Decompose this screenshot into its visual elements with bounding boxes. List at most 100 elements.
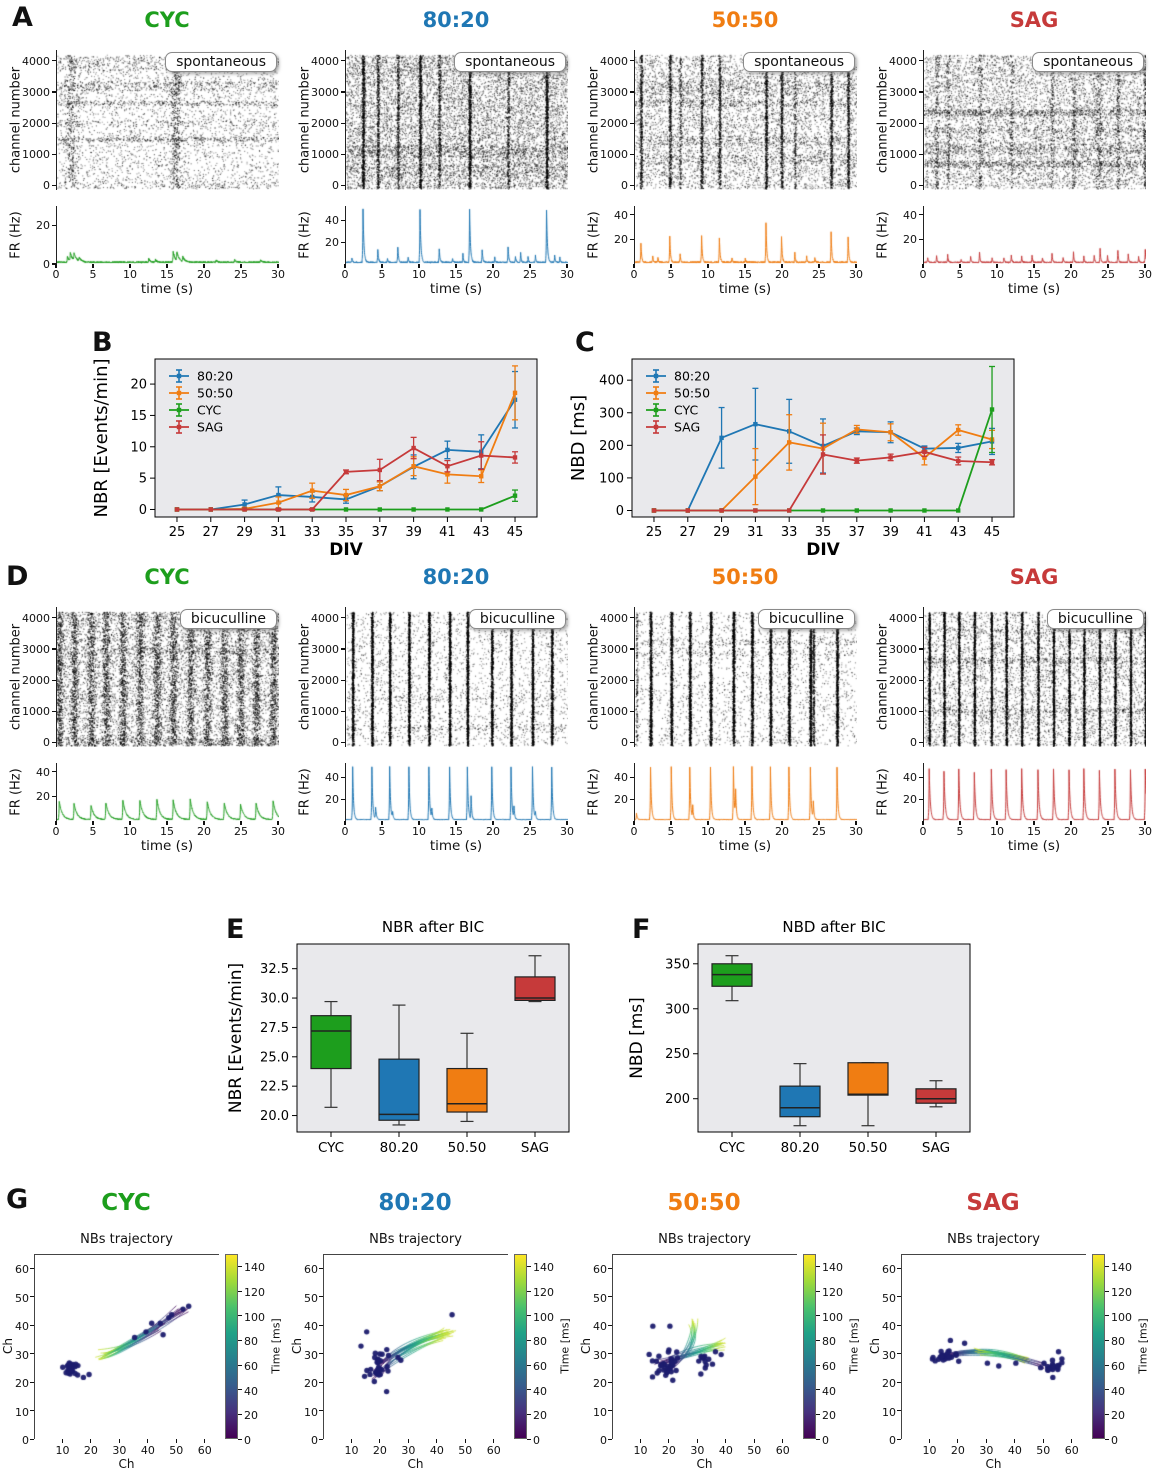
fr-area xyxy=(56,763,279,821)
raster-y-tick: 3000 xyxy=(889,643,917,656)
tick-mark xyxy=(1105,1265,1109,1267)
tick-mark xyxy=(319,1267,323,1269)
tick-mark xyxy=(630,122,634,124)
tick-mark xyxy=(630,648,634,650)
tick-mark xyxy=(52,184,56,186)
tick-mark xyxy=(781,264,783,268)
svg-text:31: 31 xyxy=(747,525,764,540)
tick-mark xyxy=(1144,264,1146,268)
tick-mark xyxy=(341,60,345,62)
time-x-axis-label: time (s) xyxy=(429,838,483,854)
tick-mark xyxy=(203,264,205,268)
tick-mark xyxy=(455,264,457,268)
box-category-SAG: SAG xyxy=(922,1140,950,1156)
tick-mark xyxy=(919,710,923,712)
raster-y-tick: 0 xyxy=(332,179,339,193)
time-x-tick: 5 xyxy=(667,268,675,281)
svg-text:22.5: 22.5 xyxy=(260,1080,289,1095)
time-x-tick: 25 xyxy=(812,268,826,281)
panel-A-column-50:50: 50:50 channel number 0 1000 2000 3000 4000 spon… xyxy=(578,0,867,327)
svg-text:37: 37 xyxy=(372,525,389,540)
fr-y-tick: 20 xyxy=(36,790,50,804)
fr-y-tick: 40 xyxy=(903,771,917,785)
tick-mark xyxy=(52,679,56,681)
tick-mark xyxy=(30,1438,34,1440)
panel-G-column-50:50: 50:50 NBs trajectory Ch 0 10 20 30 40 50 60 10 20 30… xyxy=(578,1170,867,1481)
panel-d-row: D CYC channel number 0 1000 2000 3000 4000 bicu… xyxy=(0,557,1158,870)
time-x-tick: 10 xyxy=(701,825,715,838)
colorbar-tick: 40 xyxy=(244,1384,258,1398)
tick-mark xyxy=(985,1439,987,1443)
tick-mark xyxy=(319,1438,323,1440)
tick-mark xyxy=(527,1265,531,1267)
tick-mark xyxy=(630,184,634,186)
colorbar-label: Time [ms] xyxy=(558,1318,572,1374)
time-x-tick: 10 xyxy=(701,268,715,281)
box-CYC xyxy=(310,1015,352,1070)
svg-text:35: 35 xyxy=(338,525,355,540)
raster-area xyxy=(345,50,568,190)
trajectory-x-tick: 40 xyxy=(1007,1444,1022,1457)
tick-mark xyxy=(52,91,56,93)
trajectory-y-tick: 40 xyxy=(882,1320,896,1334)
raster-y-tick: 0 xyxy=(910,179,917,193)
tick-mark xyxy=(147,1439,149,1443)
tick-mark xyxy=(919,153,923,155)
tick-mark xyxy=(341,241,345,243)
tick-mark xyxy=(816,1339,820,1341)
svg-text:27.5: 27.5 xyxy=(260,1021,289,1036)
raster-y-tick: 0 xyxy=(43,736,50,750)
svg-text:300: 300 xyxy=(665,1002,690,1017)
tick-mark xyxy=(52,795,56,797)
box-category-80.20: 80.20 xyxy=(781,1140,820,1156)
time-x-axis-label: time (s) xyxy=(140,838,194,854)
trajectory-y-tick: 40 xyxy=(593,1320,607,1334)
trajectory-y-tick: 30 xyxy=(15,1348,29,1362)
time-x-tick: 10 xyxy=(990,825,1004,838)
tick-mark xyxy=(166,264,168,268)
tick-mark xyxy=(922,264,924,268)
trajectory-area xyxy=(612,1254,798,1440)
tick-mark xyxy=(630,776,634,778)
svg-text:27: 27 xyxy=(680,525,697,540)
raster-y-tick: 3000 xyxy=(22,643,50,656)
fr-y-tick: 40 xyxy=(903,208,917,222)
condition-badge: spontaneous xyxy=(743,52,855,72)
tick-mark xyxy=(319,1324,323,1326)
trajectory-y-tick: 60 xyxy=(15,1263,29,1277)
raster-plot: channel number 0 1000 2000 3000 4000 spontaneo… xyxy=(0,38,289,192)
raster-y-tick: 3000 xyxy=(889,86,917,99)
tick-mark xyxy=(341,798,345,800)
colorbar-tick: 0 xyxy=(822,1434,829,1447)
time-x-tick: 30 xyxy=(849,268,863,281)
svg-text:37: 37 xyxy=(849,525,866,540)
time-x-tick: 25 xyxy=(234,825,248,838)
trajectory-x-tick: 10 xyxy=(344,1444,359,1457)
group-title: CYC xyxy=(144,8,190,32)
tick-mark xyxy=(781,821,783,825)
trajectory-canvas xyxy=(35,1255,220,1440)
tick-mark xyxy=(707,264,709,268)
group-title: SAG xyxy=(1009,8,1059,32)
svg-text:25: 25 xyxy=(646,525,663,540)
svg-text:45: 45 xyxy=(507,525,524,540)
raster-y-tick: 3000 xyxy=(600,643,628,656)
time-x-tick: 20 xyxy=(486,268,500,281)
trajectory-y-tick: 60 xyxy=(882,1263,896,1277)
raster-y-tick: 2000 xyxy=(311,674,339,688)
condition-badge: spontaneous xyxy=(454,52,566,72)
tick-mark xyxy=(238,1438,242,1440)
svg-text:33: 33 xyxy=(781,525,798,540)
tick-mark xyxy=(492,264,494,268)
raster-canvas xyxy=(635,50,857,190)
nbd-after-bic-boxplot: NBD after BIC 200 250 300 350 NBD [ms] CYC 80.2… xyxy=(626,916,998,1170)
tick-mark xyxy=(630,238,634,240)
tick-mark xyxy=(30,1353,34,1355)
svg-text:43: 43 xyxy=(473,525,490,540)
time-x-axis-label: time (s) xyxy=(1007,281,1061,297)
colorbar-tick: 0 xyxy=(533,1434,540,1447)
time-x-tick: 0 xyxy=(919,268,927,281)
trajectory-y-tick: 40 xyxy=(15,1320,29,1334)
trajectory-x-tick: 40 xyxy=(140,1444,155,1457)
trajectory-x-tick: 10 xyxy=(633,1444,648,1457)
